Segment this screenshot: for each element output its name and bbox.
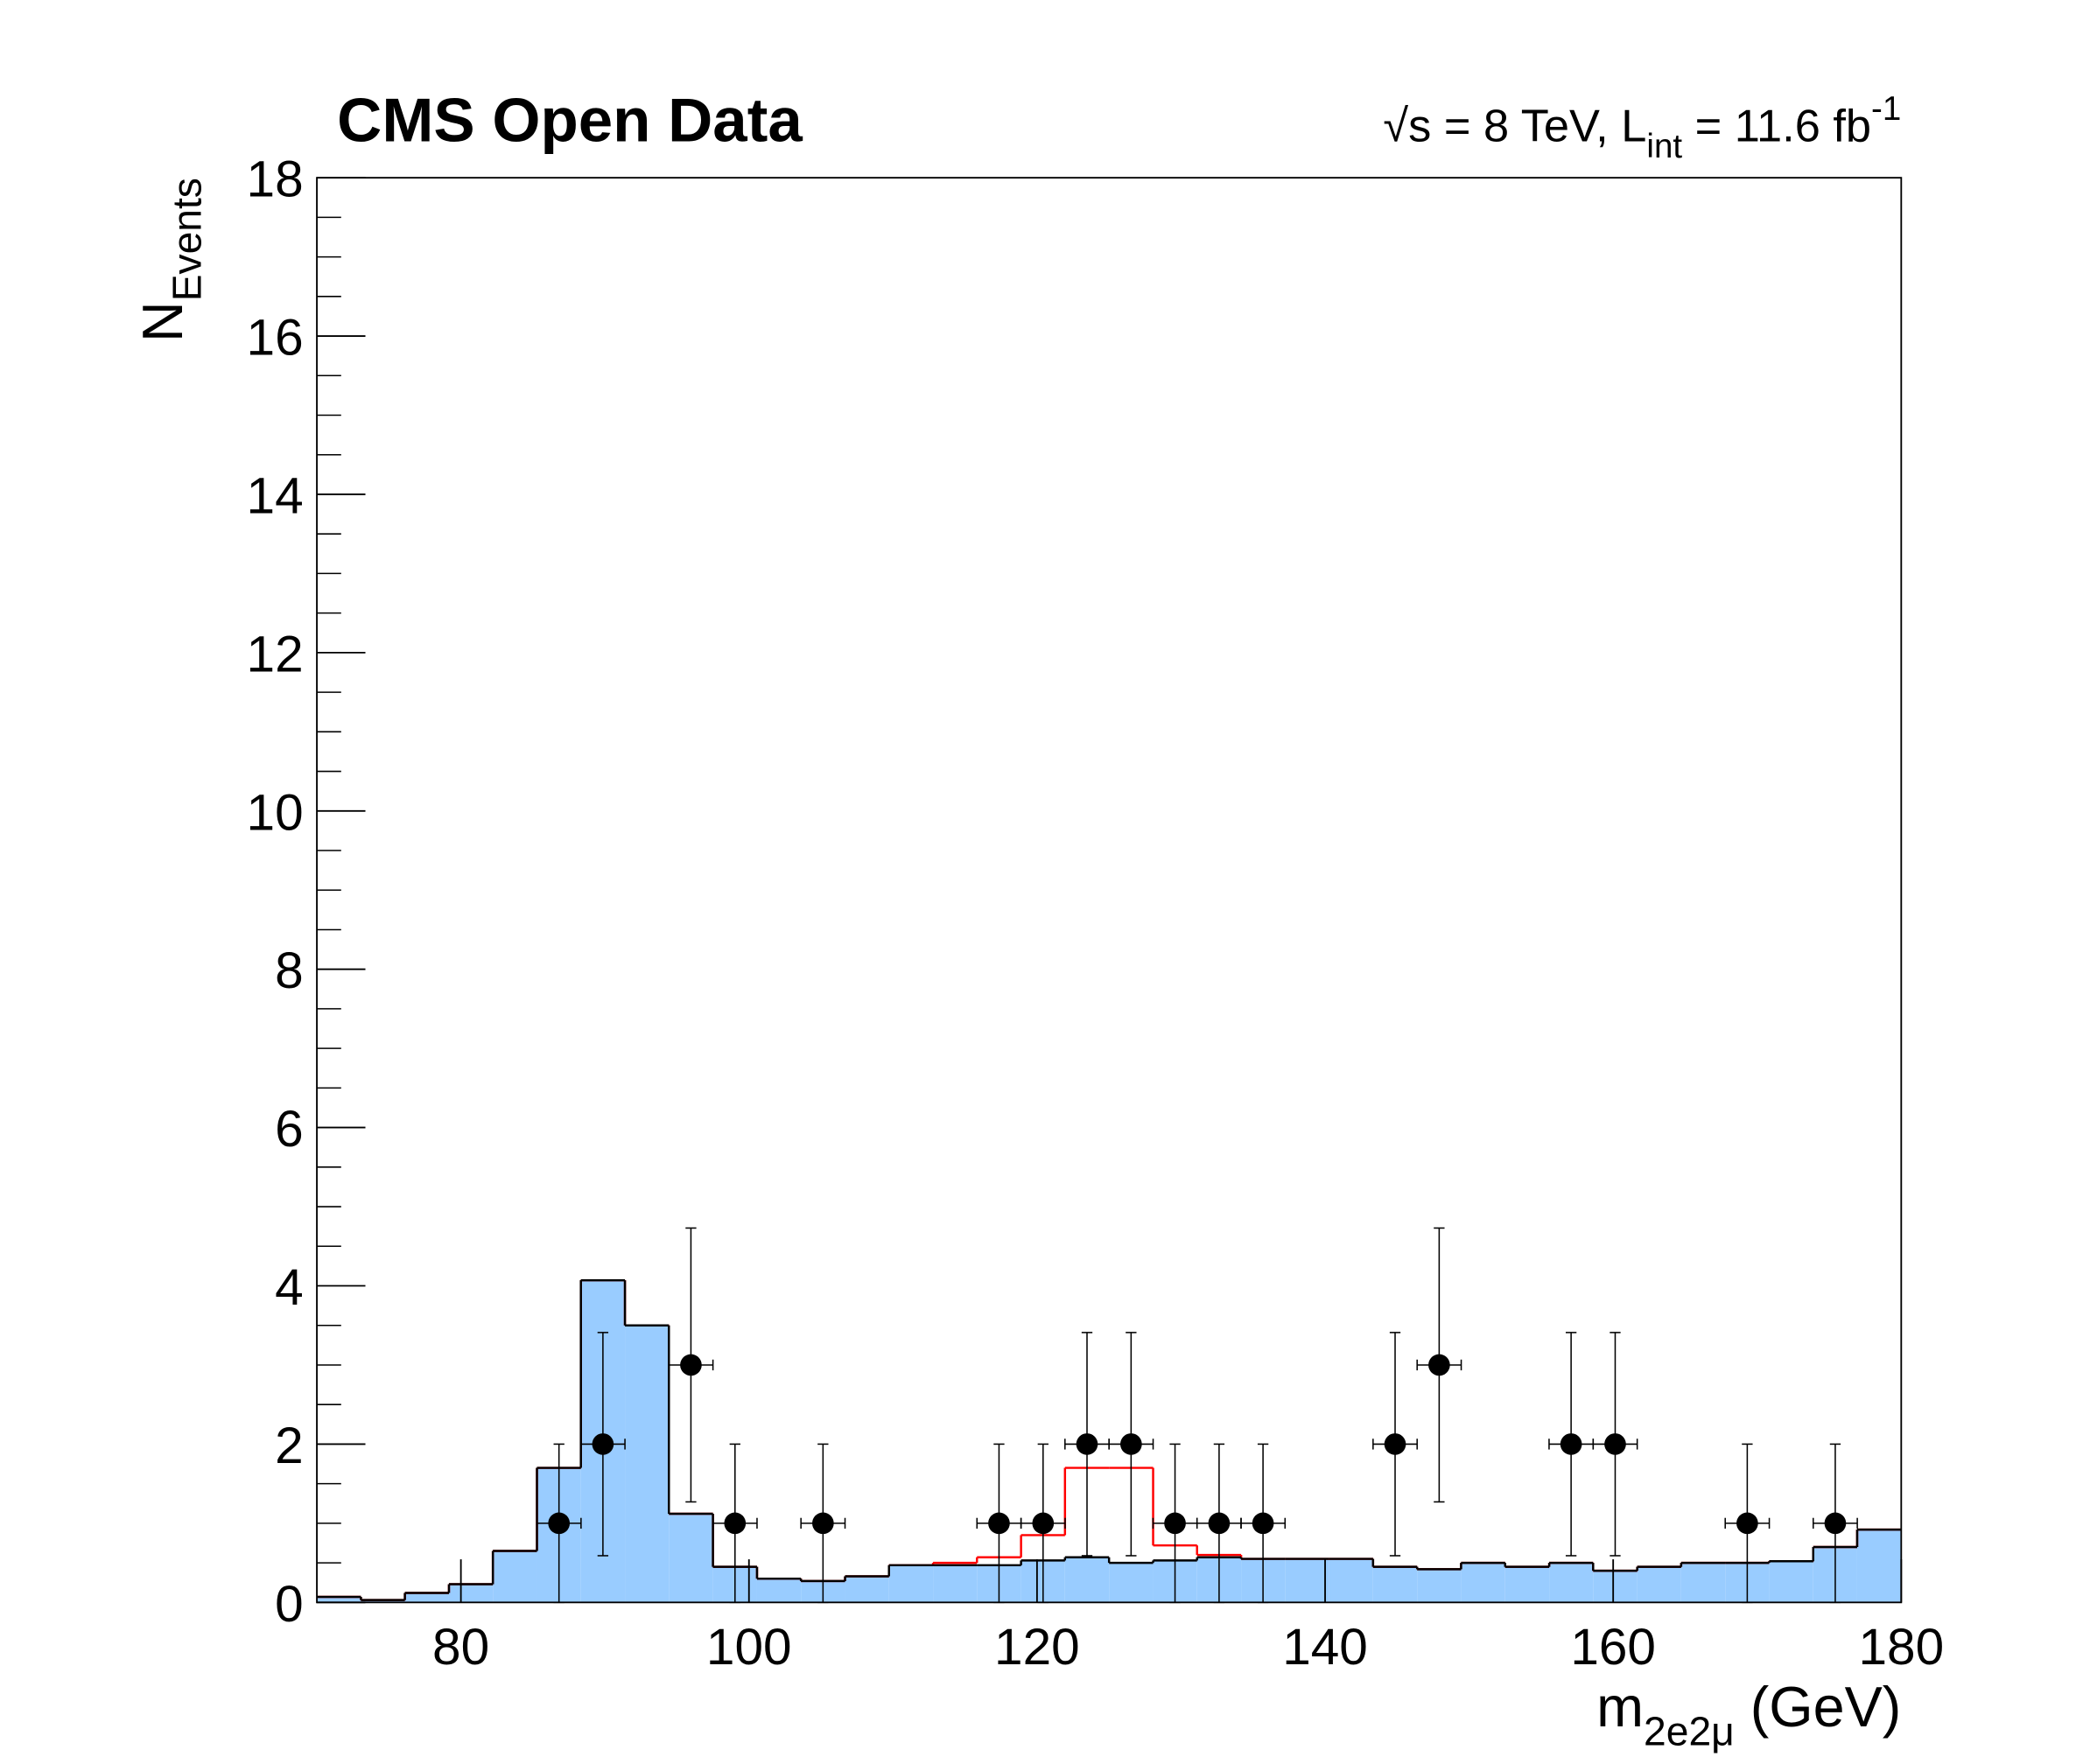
- y-tick-label: 4: [275, 1259, 304, 1316]
- x-title-sub: 2e2μ: [1644, 1708, 1735, 1754]
- y-tick-label: 12: [247, 626, 304, 682]
- energy-sub: int: [1646, 128, 1682, 165]
- histogram-bar: [1461, 1563, 1505, 1603]
- x-title-main: m: [1596, 1675, 1644, 1739]
- x-tick-label: 140: [1282, 1619, 1368, 1676]
- data-point: [1604, 1433, 1626, 1455]
- data-point: [1384, 1433, 1406, 1455]
- chart-title: CMS Open Data: [337, 87, 803, 156]
- histogram-bar: [933, 1564, 978, 1603]
- data-point: [724, 1512, 747, 1535]
- y-tick-label: 18: [247, 151, 304, 208]
- data-point: [1736, 1512, 1758, 1535]
- histogram-bar: [317, 1596, 361, 1603]
- y-tick-label: 14: [247, 468, 304, 525]
- y-tick-label: 6: [275, 1101, 304, 1158]
- x-title-rest: (GeV): [1735, 1675, 1902, 1739]
- data-point: [1120, 1433, 1142, 1455]
- histogram-bar: [845, 1576, 889, 1603]
- data-point: [1252, 1512, 1274, 1535]
- x-tick-label: 80: [432, 1619, 489, 1676]
- histogram-bar: [1856, 1530, 1902, 1603]
- data-point: [812, 1512, 834, 1535]
- y-tick-label: 16: [247, 310, 304, 367]
- energy-sup: -1: [1871, 90, 1901, 128]
- histogram-bar: [448, 1584, 494, 1603]
- data-point: [1164, 1512, 1186, 1535]
- histogram-bar: [493, 1550, 537, 1603]
- data-point: [988, 1512, 1010, 1535]
- y-tick-label: 0: [275, 1576, 304, 1633]
- data-point: [1208, 1512, 1231, 1535]
- y-tick-label: 2: [275, 1418, 304, 1474]
- plot-area: [317, 1227, 1902, 1604]
- data-point: [592, 1433, 614, 1455]
- histogram-bar: [1593, 1571, 1638, 1603]
- histogram-bar: [1285, 1558, 1329, 1603]
- data-point: [548, 1512, 571, 1535]
- y-tick-label: 8: [275, 942, 304, 999]
- x-tick-label: 120: [994, 1619, 1080, 1676]
- histogram-bar: [1769, 1561, 1813, 1603]
- energy-main: √s = 8 TeV, L: [1383, 102, 1646, 152]
- histogram-bar: [669, 1514, 713, 1603]
- x-tick-label: 180: [1858, 1619, 1944, 1676]
- data-point: [1560, 1433, 1582, 1455]
- x-axis-title: m2e2μ (GeV): [1596, 1675, 1901, 1754]
- data-point: [1428, 1354, 1450, 1376]
- data-point: [1032, 1512, 1055, 1535]
- histogram-bar: [756, 1578, 802, 1603]
- histogram-bar: [625, 1325, 670, 1603]
- histogram-bar: [1637, 1566, 1681, 1603]
- energy-rest: = 11.6 fb: [1682, 102, 1871, 152]
- histogram-bar: [888, 1564, 934, 1603]
- y-tick-label: 10: [247, 784, 304, 841]
- y-title-sub: Events: [165, 178, 210, 301]
- histogram-bar: [361, 1600, 405, 1603]
- histogram-bar: [1109, 1563, 1154, 1603]
- histogram-bar: [1064, 1557, 1110, 1603]
- histogram-bar: [1329, 1558, 1373, 1603]
- histogram-bar: [1504, 1566, 1550, 1603]
- x-tick-label: 100: [706, 1619, 792, 1676]
- data-point: [1824, 1512, 1847, 1535]
- histogram-bar: [1372, 1566, 1418, 1603]
- x-tick-label: 160: [1570, 1619, 1656, 1676]
- energy-label: √s = 8 TeV, Lint = 11.6 fb-1: [1383, 90, 1901, 165]
- y-title-main: N: [130, 301, 194, 342]
- histogram-bar: [1417, 1569, 1462, 1603]
- data-point: [1076, 1433, 1098, 1455]
- histogram-bar: [1549, 1563, 1594, 1603]
- histogram-bar: [1680, 1563, 1726, 1603]
- histogram-bar: [404, 1592, 449, 1603]
- y-axis-title: NEvents: [130, 178, 210, 342]
- data-point: [680, 1354, 702, 1376]
